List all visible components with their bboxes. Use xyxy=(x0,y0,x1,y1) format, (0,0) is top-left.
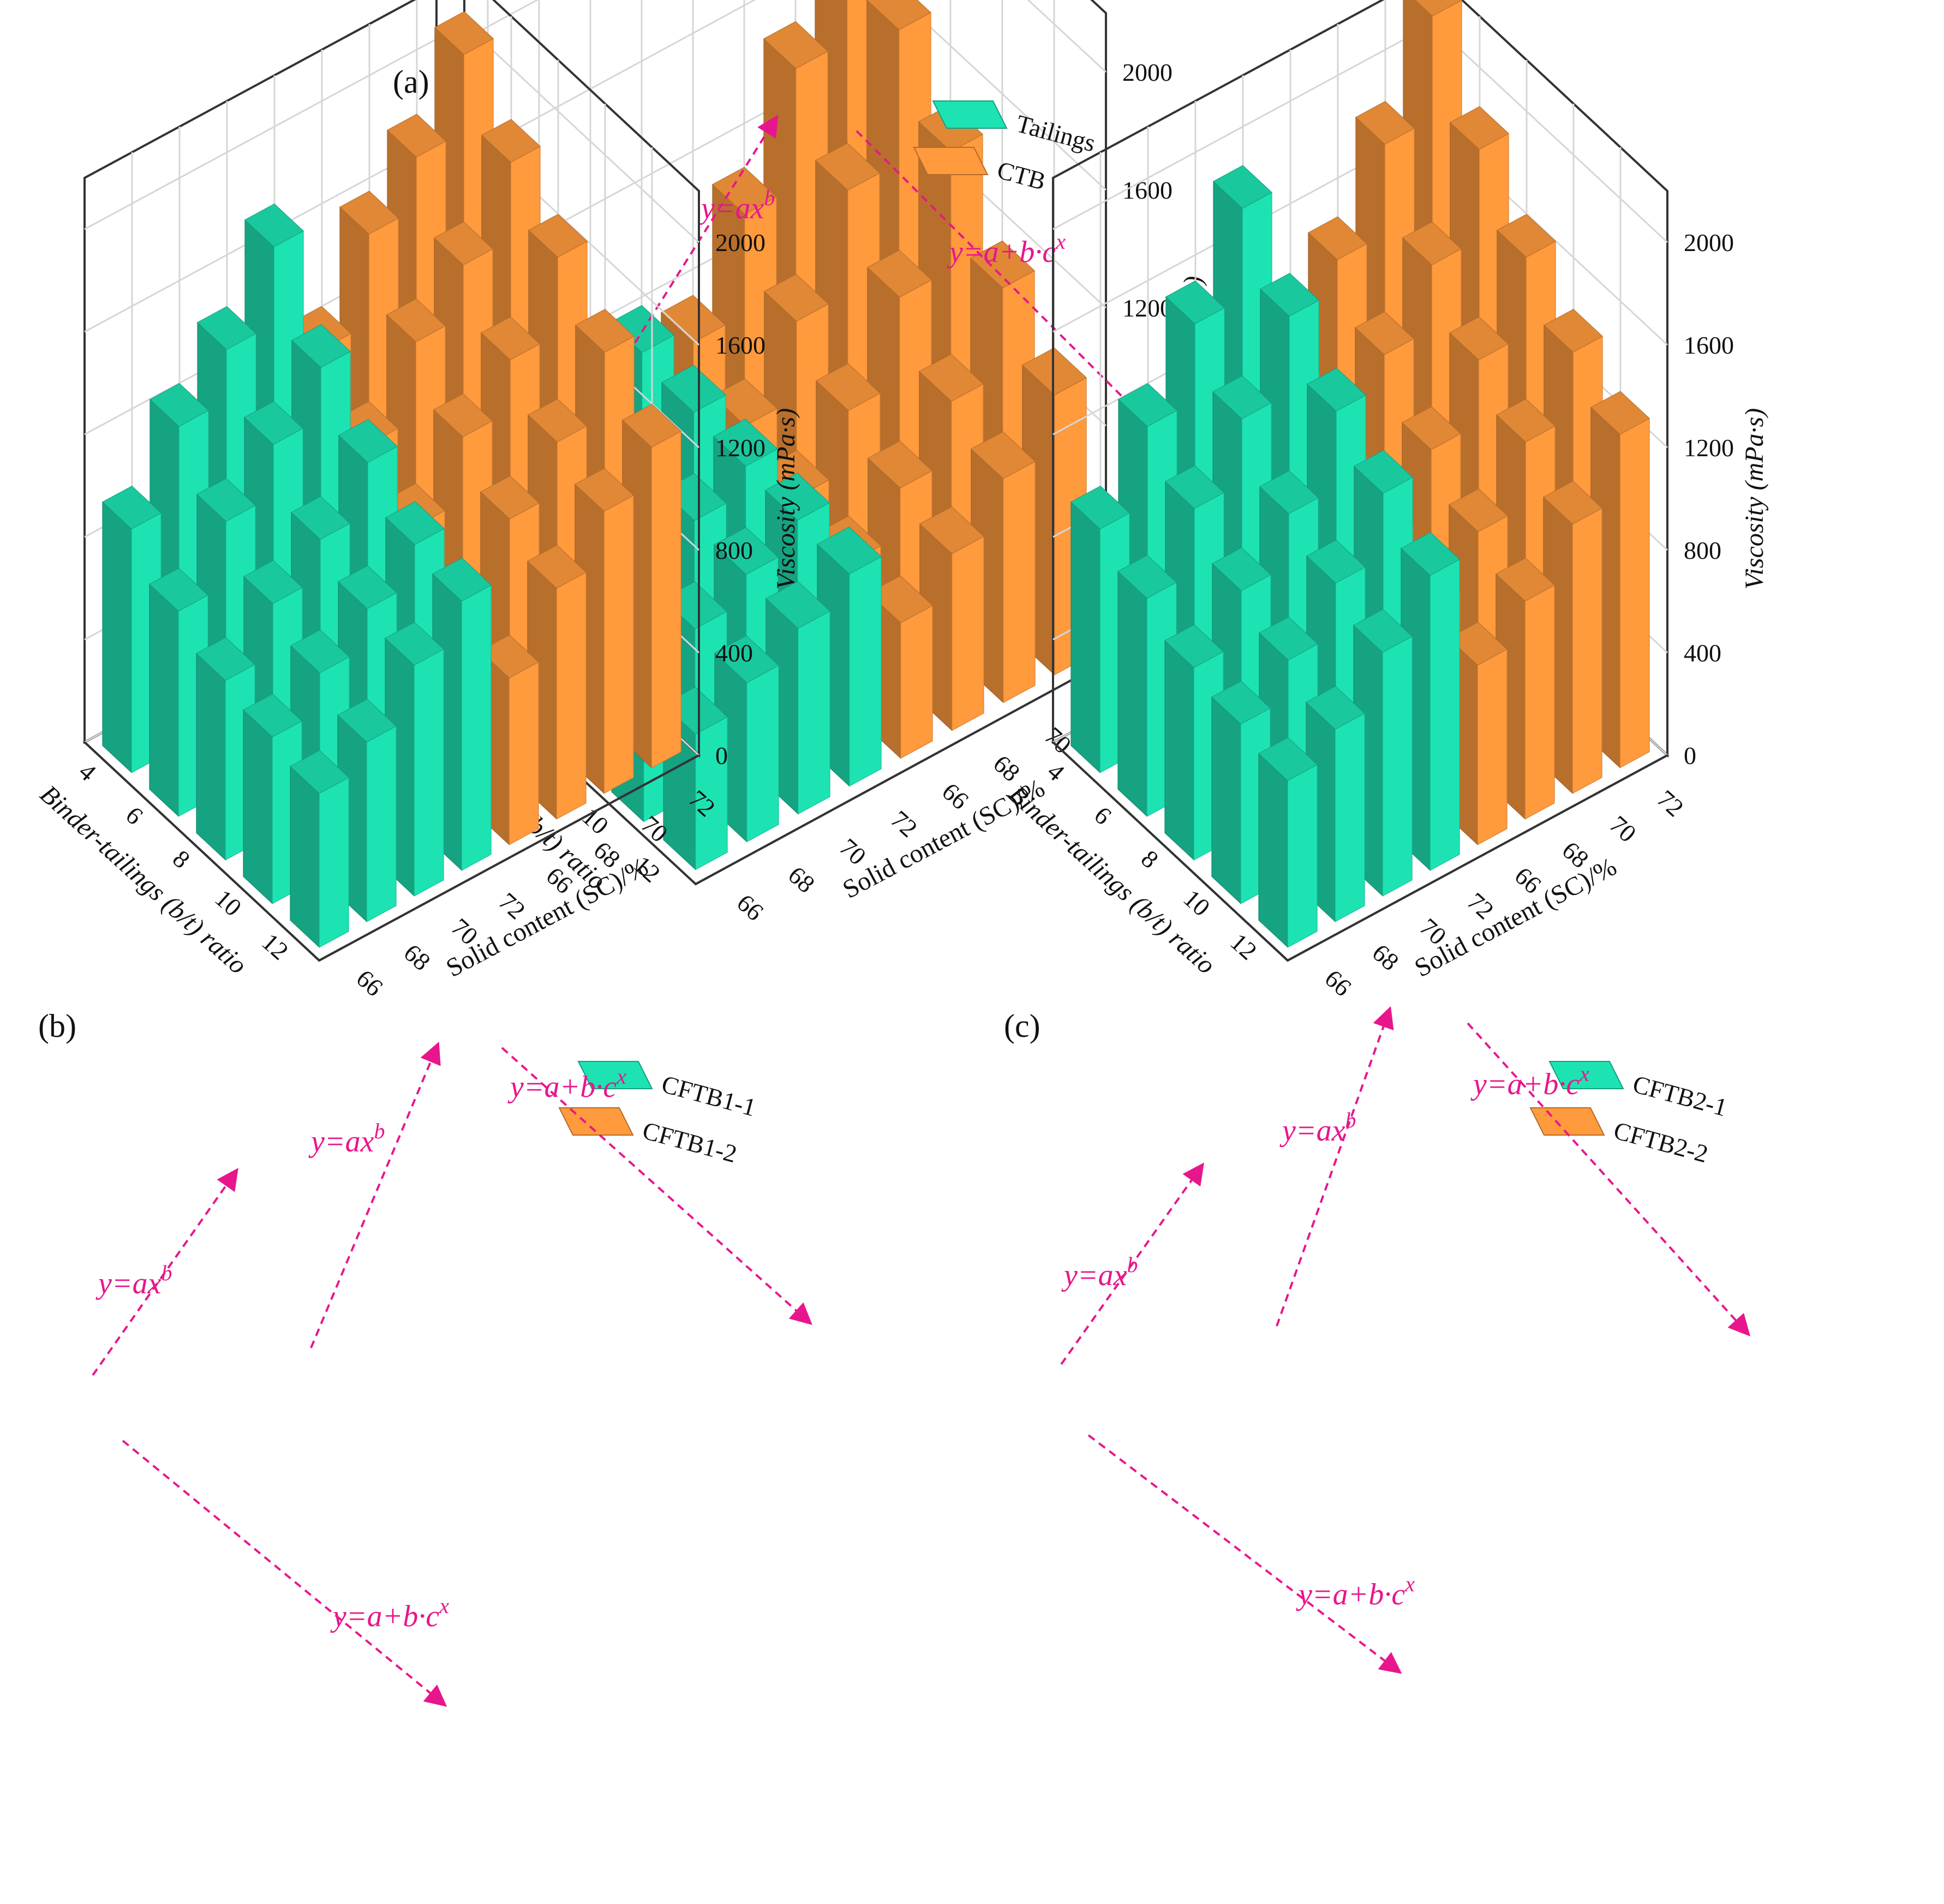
bar-tailings xyxy=(765,581,830,815)
x-tick-label: 10 xyxy=(210,884,247,922)
y-tick-label: 72 xyxy=(1652,785,1689,822)
y-tick-label: 68 xyxy=(783,861,820,898)
panel-label: (b) xyxy=(38,1008,76,1044)
bar-cftb1-1 xyxy=(337,699,397,923)
front-axis xyxy=(83,741,699,962)
y-tick-label: 66 xyxy=(351,964,388,1002)
bar-ctb xyxy=(971,431,1036,703)
z-tick-label: 800 xyxy=(1684,536,1721,564)
z-tick-label: 0 xyxy=(1684,742,1696,769)
trend-arrow xyxy=(501,1047,812,1325)
z-tick-label: 400 xyxy=(715,639,753,667)
x-tick-label: 4 xyxy=(1042,757,1070,786)
y-tick-label: 70 xyxy=(1604,810,1641,848)
legend-item: CFTB1-2 xyxy=(558,1107,740,1168)
legend-item: CFTB2-2 xyxy=(1529,1107,1711,1168)
y-tick-label: 68 xyxy=(988,749,1025,787)
legend-swatch xyxy=(913,147,989,175)
y-axis-title: Solid content (SC)/% xyxy=(1410,852,1621,983)
legend-swatch xyxy=(577,1061,653,1089)
trend-formula: y=a+b·cx xyxy=(507,1064,626,1104)
bar-cftb2-2 xyxy=(1543,480,1602,795)
legend-swatch xyxy=(1548,1061,1624,1089)
chart-panel-2: 4681012666870726668707204008001200160020… xyxy=(1003,0,1769,1674)
trend-arrow xyxy=(92,1168,238,1376)
legend-label: CFTB2-1 xyxy=(1630,1070,1730,1121)
y-tick-label: 66 xyxy=(1319,964,1356,1002)
legend-label: CFTB2-2 xyxy=(1611,1116,1711,1168)
bar-cftb2-1 xyxy=(1353,608,1413,897)
trend-formula: y=a+b·cx xyxy=(330,1593,449,1633)
trend-formula: y=axb xyxy=(1061,1252,1138,1292)
bar-cftb1-1 xyxy=(290,750,349,948)
trend-formula: y=axb xyxy=(698,186,775,225)
x-tick-label: 10 xyxy=(577,802,614,840)
x-tick-label: 8 xyxy=(168,845,195,874)
bar-cftb2-1 xyxy=(1306,685,1365,923)
z-axis-title: Viscosity (mPa·s) xyxy=(1740,408,1769,589)
panel-label: (a) xyxy=(393,64,429,100)
trend-formula: y=axb xyxy=(1279,1108,1356,1148)
legend-swatch xyxy=(1529,1107,1605,1136)
z-tick-label: 800 xyxy=(715,536,753,564)
y-tick-label: 68 xyxy=(398,939,435,976)
legend-swatch xyxy=(558,1107,634,1136)
trend-formula: y=axb xyxy=(308,1119,385,1159)
x-tick-label: 12 xyxy=(256,928,294,965)
trend-formula: y=axb xyxy=(95,1261,172,1300)
trend-arrow xyxy=(856,130,1162,436)
legend-label: CFTB1-2 xyxy=(639,1116,740,1168)
panel-label: (c) xyxy=(1004,1008,1040,1044)
y-tick-label: 66 xyxy=(732,888,769,926)
z-tick-label: 0 xyxy=(715,742,728,769)
bar-ctb xyxy=(919,506,984,731)
z-tick-label: 1600 xyxy=(715,331,765,359)
trend-arrow xyxy=(122,1440,447,1707)
z-tick-label: 2000 xyxy=(715,229,765,256)
z-grid-line xyxy=(436,0,1107,191)
trend-arrow xyxy=(310,1041,441,1348)
legend-swatch xyxy=(932,100,1008,129)
x-tick-label: 4 xyxy=(74,757,101,786)
z-tick-label: 2000 xyxy=(1684,229,1734,256)
front-axis xyxy=(1052,741,1668,962)
x-tick-label: 12 xyxy=(1225,928,1262,965)
trend-arrow xyxy=(1276,1006,1394,1327)
z-tick-label: 1200 xyxy=(1684,434,1734,462)
x-tick-label: 10 xyxy=(1178,884,1215,922)
bar-cftb2-1 xyxy=(1258,737,1318,948)
bar-tailings xyxy=(714,635,779,843)
y-axis-title: Solid content (SC)/% xyxy=(441,852,653,983)
trend-formula: y=a+b·cx xyxy=(947,229,1066,269)
z-tick-label: 400 xyxy=(1684,639,1721,667)
z-tick-label: 2000 xyxy=(1122,58,1173,86)
legend-label: Tailings xyxy=(1013,109,1098,157)
trend-formula: y=a+b·cx xyxy=(1470,1061,1589,1101)
z-tick-label: 1200 xyxy=(715,434,765,462)
trend-arrow xyxy=(1087,1434,1402,1674)
z-tick-label: 1600 xyxy=(1684,331,1734,359)
y-tick-label: 68 xyxy=(1367,939,1404,976)
trend-arrow xyxy=(1467,1022,1751,1336)
z-axis-title: Viscosity (mPa·s) xyxy=(771,408,800,589)
x-tick-label: 6 xyxy=(121,801,148,830)
legend-label: CFTB1-1 xyxy=(659,1070,759,1121)
chart-panel-1: 4681012666870726668707204008001200160020… xyxy=(34,0,812,1707)
x-tick-label: 8 xyxy=(1136,845,1164,874)
trend-formula: y=a+b·cx xyxy=(1296,1572,1415,1611)
trend-arrow xyxy=(1060,1162,1204,1365)
x-tick-label: 6 xyxy=(1089,801,1117,830)
